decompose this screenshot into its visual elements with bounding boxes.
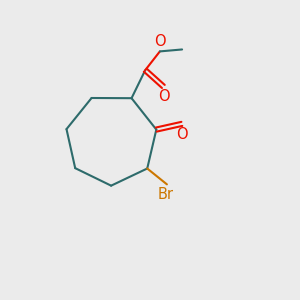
Text: O: O: [158, 89, 170, 104]
Text: Br: Br: [158, 187, 174, 202]
Text: O: O: [176, 127, 188, 142]
Text: O: O: [154, 34, 166, 49]
